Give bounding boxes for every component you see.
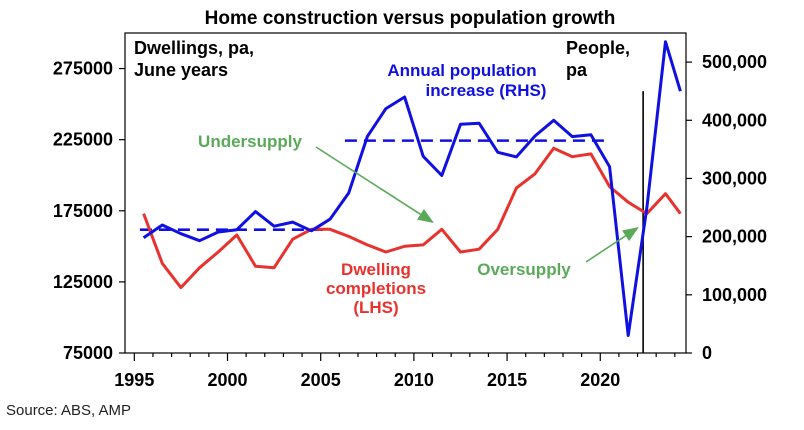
left-tick-label: 225000: [53, 130, 113, 150]
left-axis: 75000 125000 175000 225000 275000: [53, 59, 113, 363]
right-tick-label: 500,000: [702, 52, 767, 72]
x-tick-label: 2015: [487, 370, 527, 390]
reference-lines: [139, 139, 604, 231]
x-tick-label: 1995: [114, 370, 154, 390]
x-tick-label: 2020: [580, 370, 620, 390]
right-tick-label: 400,000: [702, 110, 767, 130]
source-note: Source: ABS, AMP: [6, 402, 132, 419]
right-tick-label: 0: [702, 343, 712, 363]
left-tick-label: 175000: [53, 201, 113, 221]
undersupply-arrow: [315, 146, 434, 223]
oversupply-arrow: [585, 227, 639, 263]
chart-title: Home construction versus population grow…: [205, 8, 616, 29]
right-axis-label: pa: [566, 60, 588, 80]
right-tick-label: 200,000: [702, 227, 767, 247]
right-tick-label: 300,000: [702, 168, 767, 188]
x-tick-label: 2010: [394, 370, 434, 390]
series-dwelling-completions: [142, 146, 682, 290]
right-tick-label: 100,000: [702, 285, 767, 305]
undersupply-annotation: Undersupply: [198, 132, 302, 151]
dwelling-series-label: Dwelling: [341, 260, 411, 279]
left-axis-label: Dwellings, pa,: [134, 38, 254, 58]
tick-marks: [119, 61, 692, 361]
x-tick-label: 2000: [207, 370, 247, 390]
population-series-label: increase (RHS): [426, 81, 547, 100]
dwelling-series-label: (LHS): [353, 298, 398, 317]
dwelling-series-label: completions: [326, 279, 426, 298]
x-axis: 1995 2000 2005 2010 2015 2020: [114, 370, 620, 390]
left-tick-label: 75000: [63, 343, 113, 363]
right-axis-label: People,: [566, 38, 630, 58]
plot-frame: [124, 32, 687, 354]
population-series-label: Annual population: [387, 61, 536, 80]
right-axis: 0 100,000 200,000 300,000 400,000 500,00…: [702, 52, 767, 363]
left-tick-label: 125000: [53, 272, 113, 292]
oversupply-annotation: Oversupply: [477, 260, 571, 279]
left-axis-label: June years: [134, 60, 228, 80]
series-population-increase: [142, 40, 682, 337]
left-tick-label: 275000: [53, 59, 113, 79]
chart: Home construction versus population grow…: [53, 8, 767, 390]
x-tick-label: 2005: [301, 370, 341, 390]
